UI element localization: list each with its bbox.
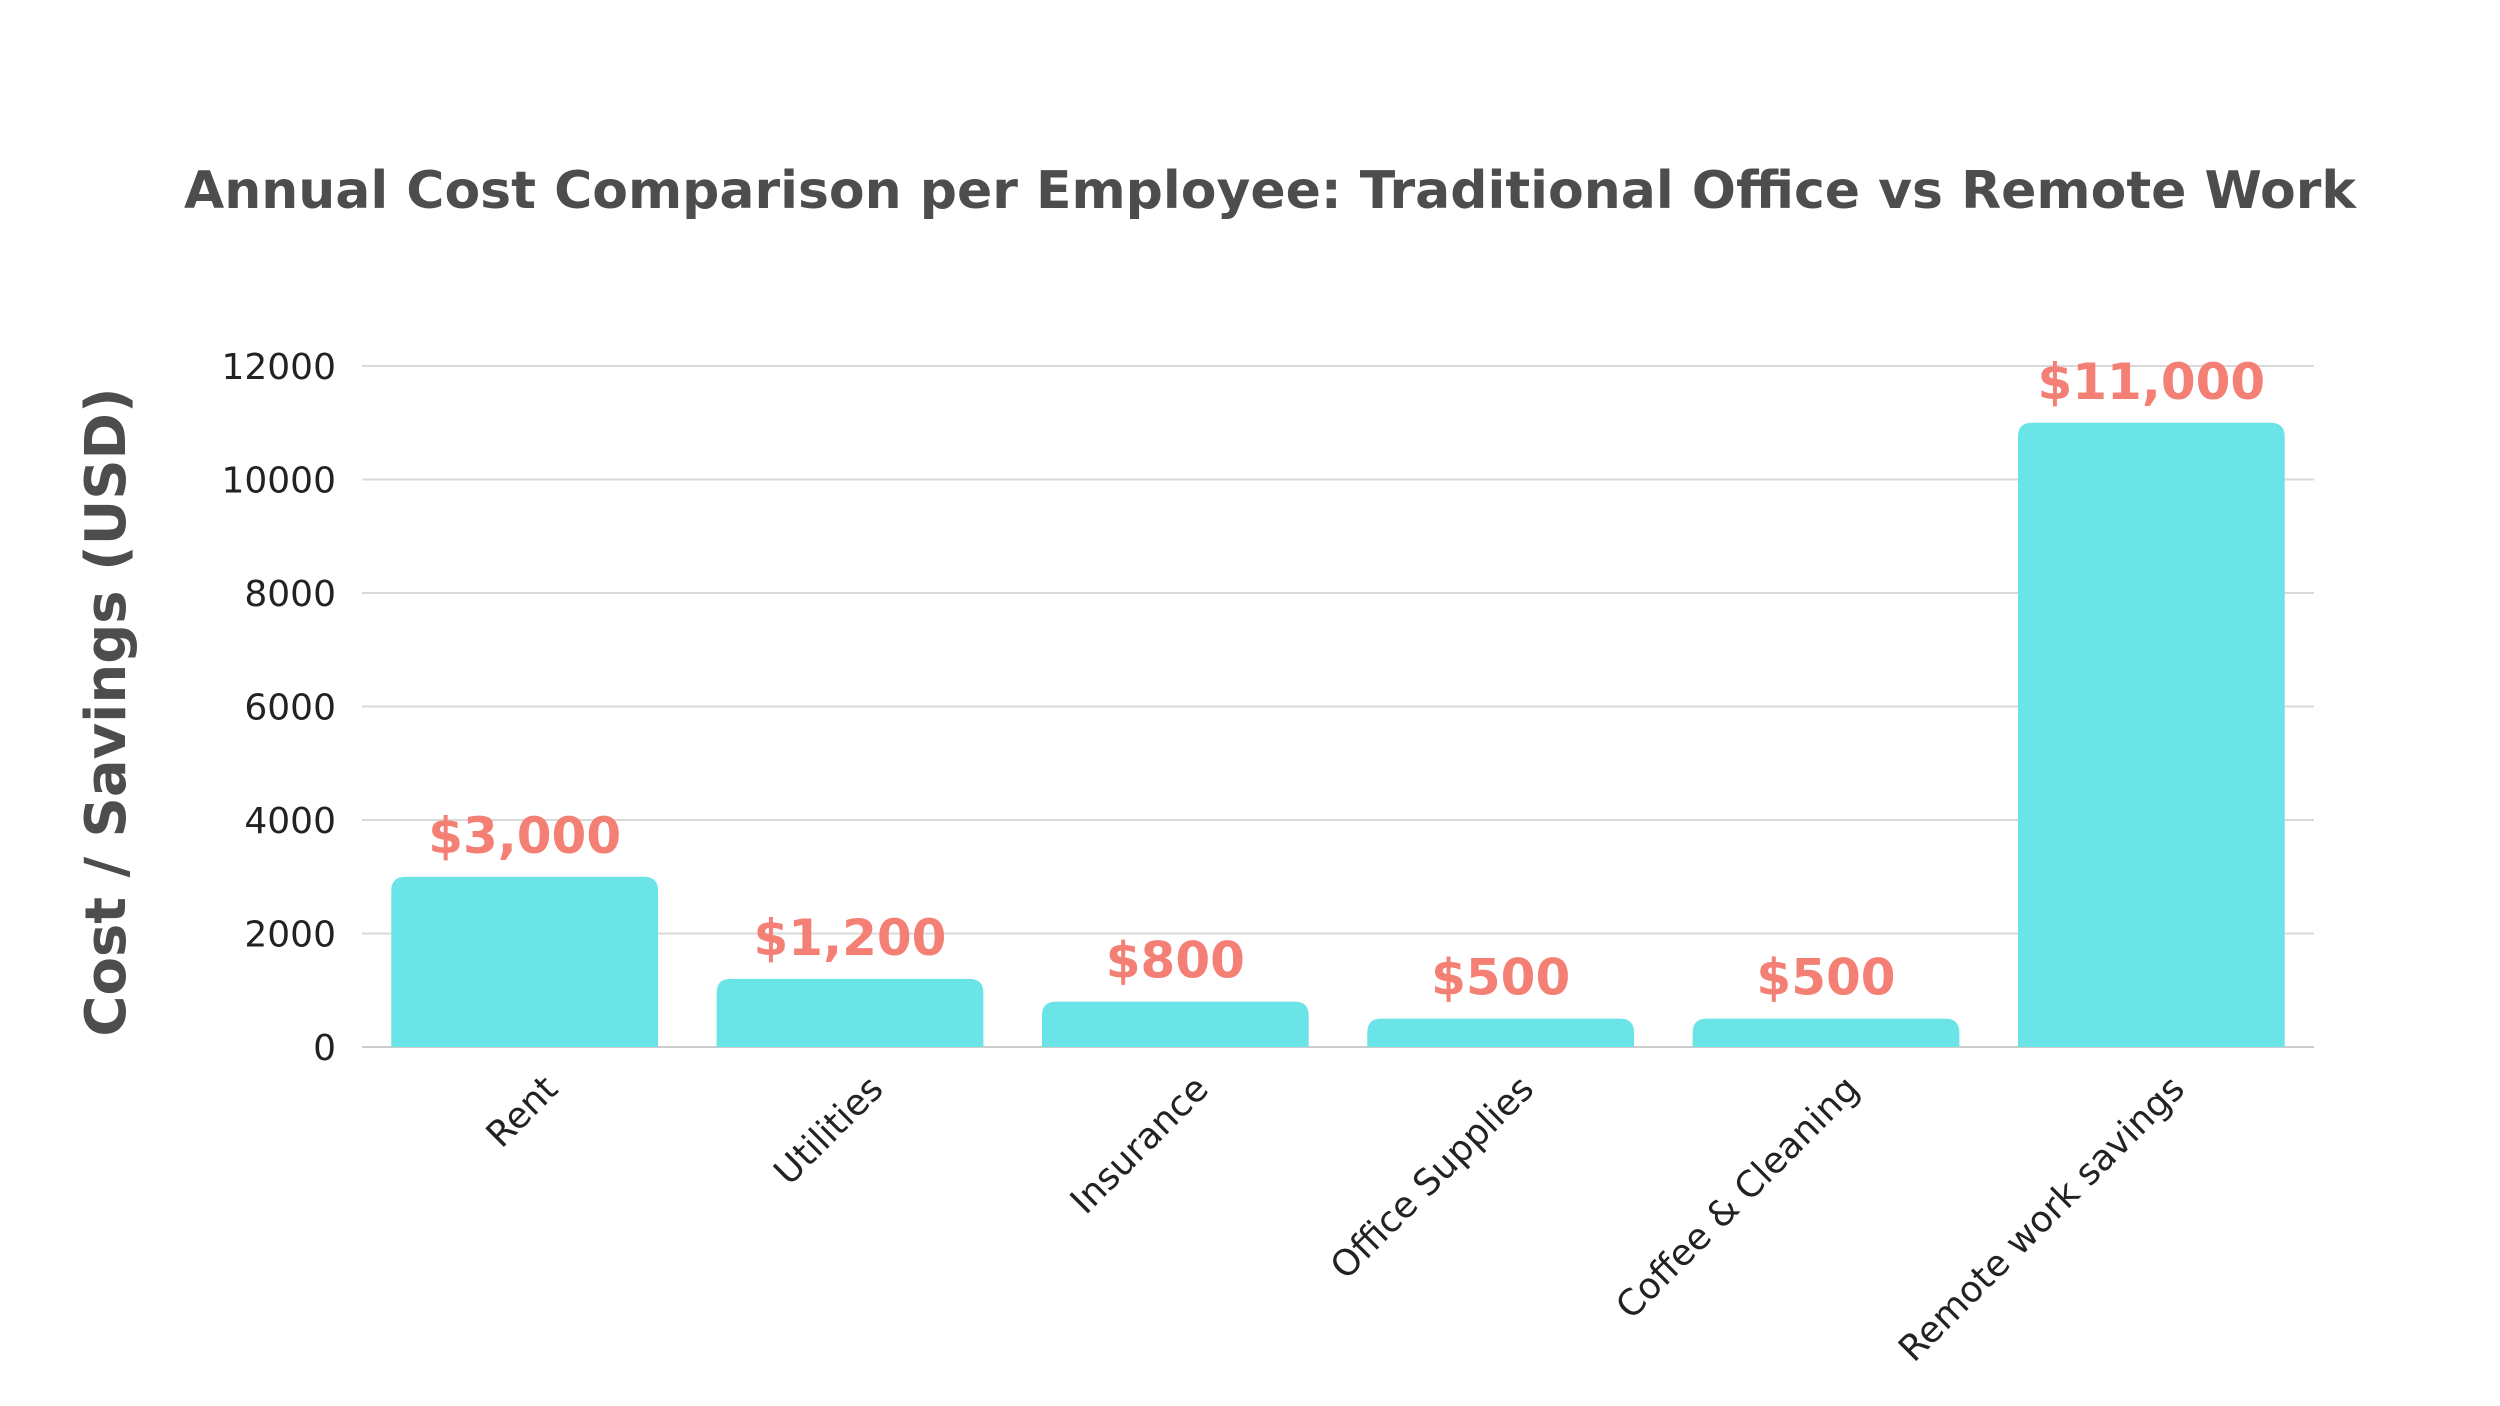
gridlines <box>362 365 2314 1048</box>
y-tick-label: 8000 <box>244 574 336 615</box>
data-label: $800 <box>1106 932 1245 990</box>
x-tick-label: Rent <box>479 1068 566 1155</box>
y-axis-label: Cost / Savings (USD) <box>74 387 139 1036</box>
data-label: $500 <box>1431 949 1570 1007</box>
bar-office-supplies <box>1367 1018 1635 1047</box>
bar-remote-work-savings <box>2017 422 2285 1047</box>
data-labels: $3,000 $1,200 $800 $500 $500 $11,000 <box>428 353 2265 1007</box>
data-label: $1,200 <box>754 909 947 967</box>
x-tick-label: Remote work savings <box>1891 1068 2193 1370</box>
x-tick-label: Coffee & Cleaning <box>1609 1068 1868 1327</box>
bar-coffee-cleaning <box>1692 1018 1960 1047</box>
chart-title: Annual Cost Comparison per Employee: Tra… <box>184 161 2357 221</box>
data-label: $11,000 <box>2037 353 2265 411</box>
data-label: $3,000 <box>428 807 621 865</box>
x-tick-label: Office Supplies <box>1323 1068 1542 1287</box>
bar-insurance <box>1041 1001 1309 1047</box>
bar-utilities <box>716 978 984 1047</box>
y-tick-label: 4000 <box>244 801 336 842</box>
bars <box>391 422 2285 1047</box>
y-tick-label: 2000 <box>244 915 336 956</box>
x-axis-ticks: Rent Utilities Insurance Office Supplies Cof… <box>479 1068 2193 1370</box>
y-tick-label: 6000 <box>244 688 336 729</box>
x-tick-label: Utilities <box>767 1068 892 1193</box>
data-label: $500 <box>1756 949 1895 1007</box>
y-axis-ticks: 0 2000 4000 6000 8000 10000 12000 <box>221 347 336 1069</box>
y-tick-label: 12000 <box>221 347 336 388</box>
x-tick-label: Insurance <box>1063 1068 1217 1222</box>
y-tick-label: 10000 <box>221 461 336 502</box>
y-tick-label: 0 <box>313 1028 336 1069</box>
bar-rent <box>391 876 659 1047</box>
